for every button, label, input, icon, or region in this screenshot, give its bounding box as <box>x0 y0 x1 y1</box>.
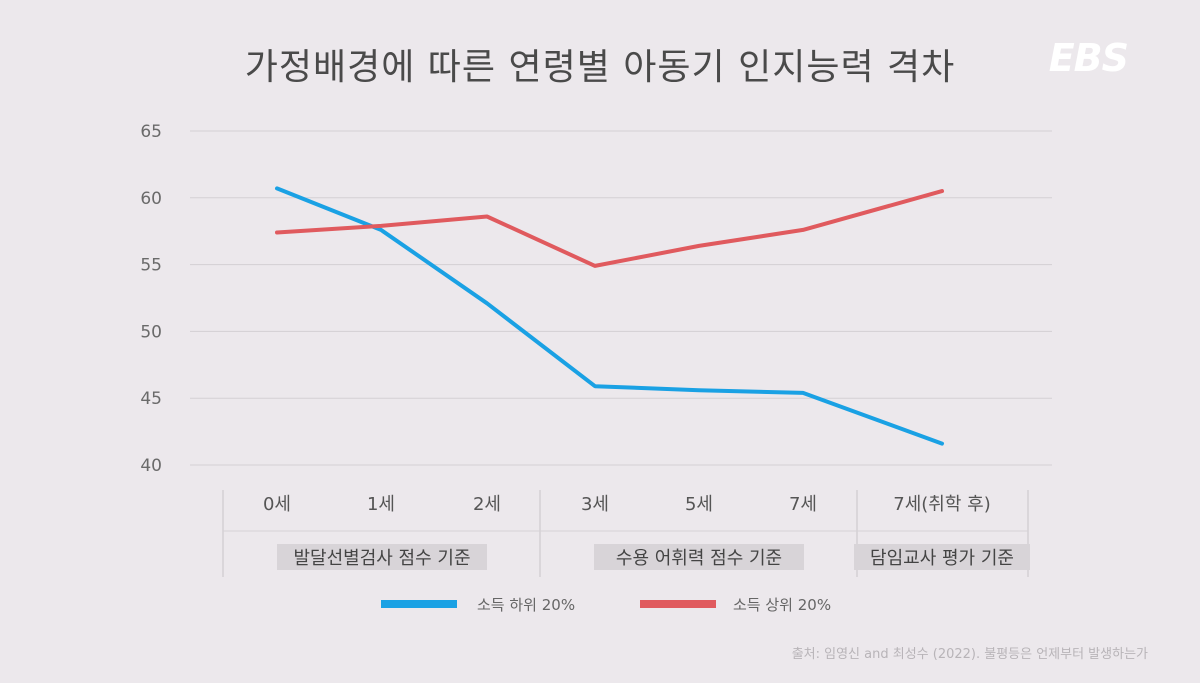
x-tick-label: 0세 <box>263 494 291 515</box>
x-axis-categories: 0세 1세 2세 3세 5세 7세 7세(취학 후) <box>263 494 991 515</box>
y-tick-label: 50 <box>140 322 162 342</box>
group-label-background <box>594 544 804 570</box>
group-label: 수용 어휘력 점수 기준 <box>616 548 782 569</box>
y-tick-label: 65 <box>140 122 162 142</box>
group-label-background <box>854 544 1030 570</box>
legend-swatch <box>640 600 716 608</box>
series-line <box>275 186 944 446</box>
series-line <box>275 189 944 268</box>
category-groups: 발달선별검사 점수 기준 수용 어휘력 점수 기준 담임교사 평가 기준 <box>277 544 1030 570</box>
legend-label: 소득 상위 20% <box>733 596 831 614</box>
legend: 소득 하위 20% 소득 상위 20% <box>381 596 831 614</box>
legend-label: 소득 하위 20% <box>477 596 575 614</box>
group-label-background <box>277 544 487 570</box>
group-label: 담임교사 평가 기준 <box>870 548 1014 569</box>
y-tick-label: 40 <box>140 456 162 476</box>
x-tick-label: 7세 <box>789 494 817 515</box>
y-axis-ticks: 40 45 50 55 60 65 <box>140 122 162 476</box>
grid-lines <box>190 130 1052 466</box>
legend-swatch <box>381 600 457 608</box>
y-tick-label: 45 <box>140 389 162 409</box>
x-tick-label: 5세 <box>685 494 713 515</box>
x-tick-label: 3세 <box>581 494 609 515</box>
chart-title: 가정배경에 따른 연령별 아동기 인지능력 격차 <box>244 47 956 88</box>
x-tick-label: 7세(취학 후) <box>893 494 990 515</box>
source-caption: 출처: 임영신 and 최성수 (2022). 불평등은 언제부터 발생하는가 <box>791 647 1148 662</box>
ebs-logo: EBS <box>1048 36 1129 80</box>
x-tick-label: 2세 <box>473 494 501 515</box>
series-lines <box>275 186 944 446</box>
y-tick-label: 60 <box>140 189 162 209</box>
y-tick-label: 55 <box>140 256 162 276</box>
x-tick-label: 1세 <box>367 494 395 515</box>
group-label: 발달선별검사 점수 기준 <box>293 548 470 569</box>
